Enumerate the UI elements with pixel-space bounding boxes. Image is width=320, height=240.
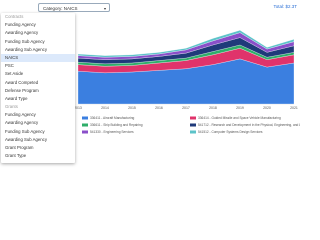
menu-item[interactable]: Award Competed (5, 79, 39, 85)
legend-label: 541712 - Research and Development in the… (198, 123, 300, 127)
x-tick-label: 2021 (290, 106, 298, 110)
x-tick-label: 2020 (263, 106, 271, 110)
legend-label: 541512 - Computer Systems Design Service… (198, 130, 263, 134)
chevron: ▾ (103, 6, 106, 11)
menu-item[interactable]: Funding Agency (5, 22, 36, 28)
legend-label: 336411 - Aircraft Manufacturing (90, 116, 134, 120)
menu-item[interactable]: PSC (5, 63, 14, 69)
app: 2013 2014 2015 2016 2017 2018 2019 2020 2021 3364… (1, 3, 300, 163)
legend-swatch (190, 116, 196, 120)
dropdown-label: Category: NAICS (43, 6, 78, 11)
menu-item[interactable]: Awarding Agency (5, 30, 39, 36)
legend-label: 336611 - Ship Building and Repairing (90, 123, 143, 127)
x-tick-label: 2014 (101, 106, 109, 110)
legend-swatch (82, 130, 88, 134)
menu-item[interactable]: Set Aside (5, 71, 24, 77)
menu-item[interactable]: Defense Program (5, 87, 39, 93)
category-dropdown[interactable]: Category: NAICS ▾ (38, 3, 110, 12)
x-tick-label: 2016 (155, 106, 163, 110)
legend-swatch (190, 130, 196, 134)
legend-swatch (82, 116, 88, 120)
total: Total: $2.3T (273, 4, 297, 9)
area (77, 30, 295, 58)
menu-item[interactable]: Awarding Sub Agency (5, 46, 47, 52)
legend-label: 541330 - Engineering Services (90, 130, 134, 134)
menu-item[interactable]: Funding Sub Agency (5, 38, 45, 44)
x-tick-label: 2013 (74, 106, 82, 110)
menu-item[interactable]: Grant Program (5, 145, 34, 150)
x-tick-label: 2018 (209, 106, 217, 110)
menu-item[interactable]: Awarding Agency (5, 120, 39, 126)
menu-item[interactable]: Awarding Sub Agency (5, 136, 47, 142)
menu-group-header: Contracts (5, 14, 24, 19)
menu-item[interactable]: Award Type (5, 95, 28, 101)
menu-item[interactable]: Funding Sub Agency (5, 128, 45, 134)
legend-swatch (82, 123, 88, 127)
menu-group-header: Grants (5, 104, 18, 110)
menu-item[interactable]: Grant Type (5, 153, 27, 159)
dropdown-menu: Contracts Funding Agency Awarding Agency Fu… (1, 13, 75, 163)
x-tick-label: 2017 (182, 106, 190, 110)
x-tick-label: 2019 (236, 106, 244, 110)
chart: 2013 2014 2015 2016 2017 2018 2019 2020 2021 3364… (74, 30, 300, 134)
legend-swatch (190, 123, 196, 127)
menu-item[interactable]: Funding Agency (5, 112, 36, 118)
x-tick-label: 2015 (128, 106, 136, 110)
menu-item[interactable]: NAICS (1, 53, 75, 63)
legend-label: 336414 - Guided Missile and Space Vehicl… (198, 116, 281, 120)
